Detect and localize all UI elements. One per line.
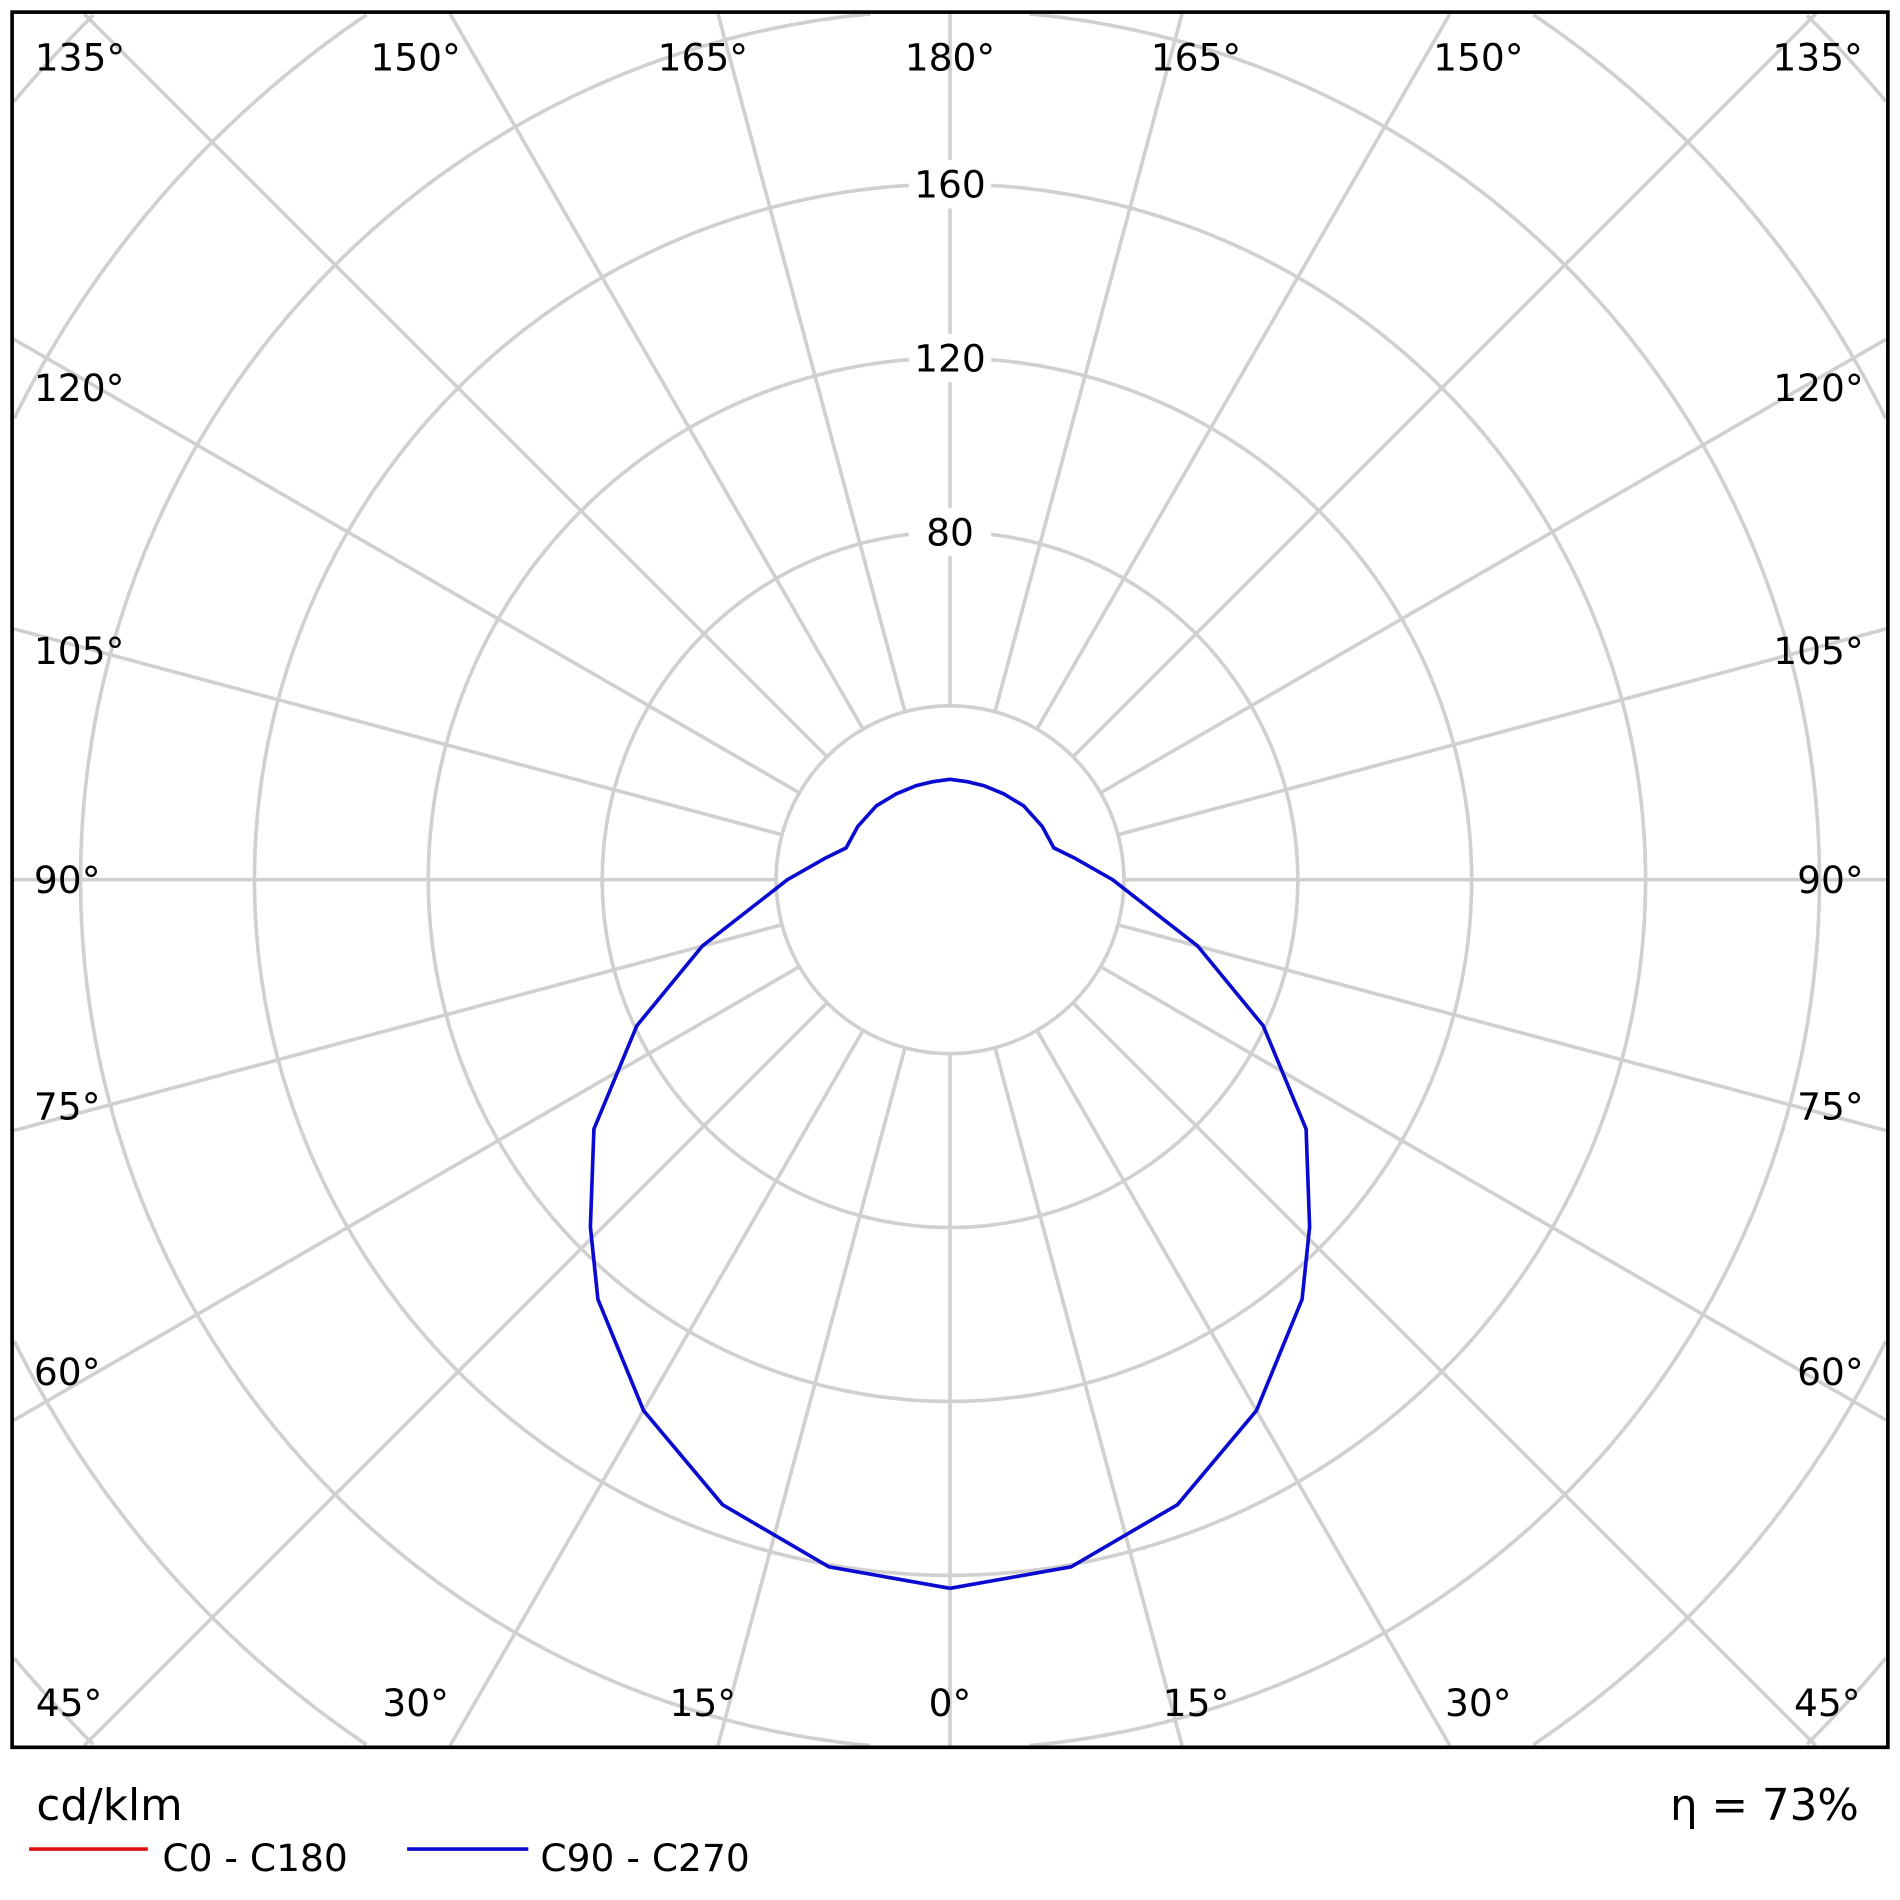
grid-spoke xyxy=(82,12,829,759)
legend-label-c90-c270: C90 - C270 xyxy=(540,1836,749,1880)
polar-grid xyxy=(12,12,1888,1748)
angle-label-top: 165° xyxy=(1151,35,1241,79)
angle-label-right: 60° xyxy=(1797,1350,1864,1394)
grid-spoke xyxy=(716,1047,907,1746)
ring-label: 160 xyxy=(914,163,986,207)
angle-label-right: 120° xyxy=(1773,366,1863,410)
ring-label-bg xyxy=(908,333,992,383)
grid-spoke xyxy=(13,627,783,837)
grid-spoke xyxy=(1099,337,1887,795)
grid-spoke xyxy=(448,1029,865,1747)
grid-spoke xyxy=(1071,1001,1818,1747)
angle-label-top: 135° xyxy=(1772,35,1862,79)
angle-label-top: 180° xyxy=(905,35,995,79)
angle-label-right: 105° xyxy=(1773,629,1863,673)
grid-spoke xyxy=(993,13,1184,713)
plot-frame xyxy=(10,10,1890,1750)
ring-labels: 80 120 160 xyxy=(908,159,992,557)
angle-label-right: 75° xyxy=(1797,1085,1864,1129)
grid-spoke xyxy=(993,1047,1184,1746)
ring-label: 80 xyxy=(926,510,974,554)
grid-spoke xyxy=(1099,965,1887,1422)
angle-label-bottom: 15° xyxy=(1163,1681,1230,1725)
angle-label-bottom: 30° xyxy=(1445,1681,1512,1725)
grid-spoke xyxy=(448,13,865,731)
series-curve-1 xyxy=(588,777,1312,1591)
grid-spoke xyxy=(13,337,801,795)
curves xyxy=(588,777,1312,1591)
angle-label-top: 165° xyxy=(658,35,748,79)
angle-labels: 135° 150° 165° 180° 165° 150° 135° 45° 30° 15° 0° 1… xyxy=(34,35,1864,1725)
legend-label-c0-c180: C0 - C180 xyxy=(162,1836,347,1880)
ring-label-bg xyxy=(908,159,992,209)
angle-label-bottom: 45° xyxy=(36,1681,103,1725)
grid-spoke xyxy=(1035,13,1452,731)
ring-label-bg xyxy=(908,507,992,557)
unit-label: cd/klm xyxy=(36,1781,182,1831)
angle-label-right: 90° xyxy=(1797,858,1864,902)
grid-spoke xyxy=(1071,12,1818,759)
legend: C0 - C180 C90 - C270 xyxy=(29,1836,750,1880)
angle-label-bottom: 0° xyxy=(929,1681,972,1725)
grid-spoke xyxy=(1117,627,1887,837)
angle-label-top: 135° xyxy=(35,35,125,79)
grid-ring xyxy=(12,13,1888,1747)
angle-label-bottom: 45° xyxy=(1794,1681,1861,1725)
efficiency-label: η = 73% xyxy=(1670,1781,1859,1831)
angle-label-left: 90° xyxy=(34,858,101,902)
grid-spoke xyxy=(1035,1029,1452,1747)
grid-spoke xyxy=(1117,922,1887,1133)
grid-ring xyxy=(12,13,1888,1746)
angle-label-left: 105° xyxy=(34,629,124,673)
angle-label-left: 75° xyxy=(34,1085,101,1129)
grid-spoke xyxy=(13,965,801,1422)
grid-ring xyxy=(774,704,1126,1056)
angle-label-bottom: 15° xyxy=(670,1681,737,1725)
ring-label: 120 xyxy=(914,336,986,380)
grid-spoke xyxy=(13,922,783,1133)
angle-label-left: 120° xyxy=(34,366,124,410)
angle-label-bottom: 30° xyxy=(382,1681,449,1725)
angle-label-top: 150° xyxy=(370,35,460,79)
grid-spoke xyxy=(716,13,907,713)
grid-spoke xyxy=(82,1001,829,1747)
angle-label-left: 60° xyxy=(34,1350,101,1394)
angle-label-top: 150° xyxy=(1433,35,1523,79)
